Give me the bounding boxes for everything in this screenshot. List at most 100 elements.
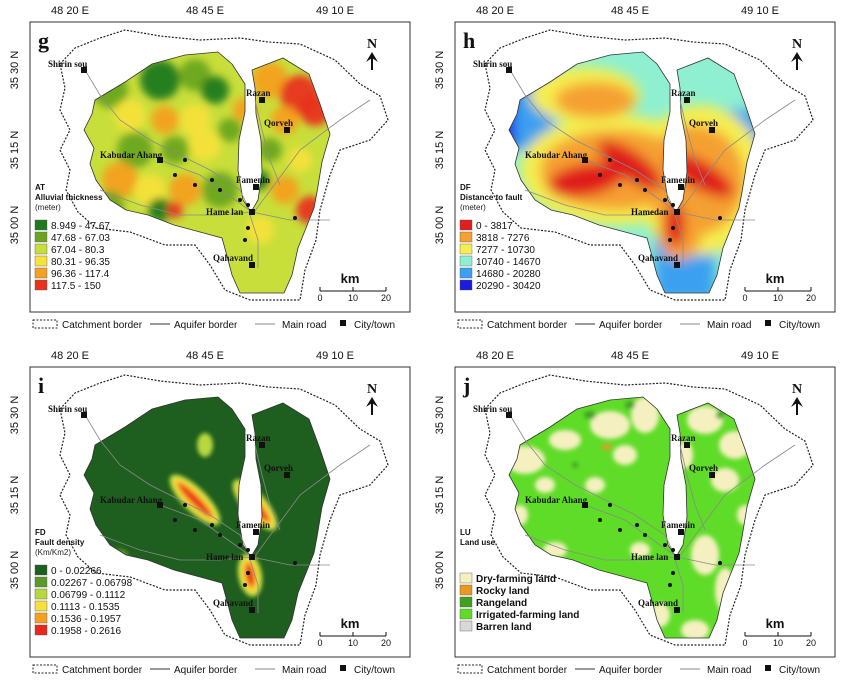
scale-unit: km	[766, 271, 785, 286]
city-marker	[284, 127, 290, 133]
city-key-label: City/town	[354, 320, 395, 331]
legend-label: Barren land	[476, 622, 532, 633]
thickness-zone	[102, 162, 138, 198]
legend-swatch	[34, 624, 48, 636]
main-road	[674, 214, 684, 268]
latitude-label: 35 30 N	[9, 51, 21, 90]
legend-label: 7277 - 10730	[476, 245, 535, 256]
city-marker	[157, 502, 163, 508]
legend-code: FD	[35, 528, 46, 537]
city-key	[340, 320, 346, 326]
scale-bar: km 0 10 20	[317, 271, 391, 303]
city-key-label: City/town	[779, 320, 820, 331]
city-label: Hame lan	[206, 207, 243, 217]
thickness-zone	[271, 176, 299, 204]
thickness-zone	[271, 106, 299, 134]
city-label: Qorveh	[689, 463, 718, 473]
longitude-label: 48 20 E	[476, 350, 514, 362]
city-label: Famenin	[661, 175, 695, 185]
aquifer-border	[83, 51, 331, 294]
longitude-label: 48 45 E	[186, 5, 224, 17]
city-marker	[284, 472, 290, 478]
city-label: Shirin sou	[473, 404, 512, 414]
city-label: Razan	[671, 433, 696, 443]
distance-zone	[547, 162, 623, 198]
sample-point	[193, 183, 197, 187]
sample-point	[243, 583, 247, 587]
rangeland-patch	[572, 462, 578, 468]
rocky-patch	[602, 444, 612, 450]
city-marker	[674, 209, 680, 215]
city-marker	[506, 412, 512, 418]
sample-point	[183, 503, 187, 507]
city-marker	[249, 209, 255, 215]
density-zone	[246, 565, 254, 585]
north-label: N	[367, 37, 377, 52]
north-label: N	[367, 382, 377, 397]
legend-swatch	[34, 600, 48, 612]
sample-point	[671, 226, 675, 230]
city-marker	[684, 97, 690, 103]
dryfarm-patch	[687, 406, 723, 434]
sample-point	[663, 543, 667, 547]
scale-unit: km	[766, 616, 785, 631]
legend-label: 47.68 - 67.03	[51, 233, 110, 244]
city-marker	[253, 184, 259, 190]
legend-code: DF	[460, 183, 471, 192]
city-label: Qorveh	[689, 118, 718, 128]
scale-tick-label: 0	[742, 638, 747, 648]
city-label: Shirin sou	[48, 404, 87, 414]
sample-point	[598, 518, 602, 522]
legend-label: Dry-farming land	[476, 574, 556, 585]
longitude-label: 48 45 E	[611, 5, 649, 17]
city-label: Qorveh	[264, 463, 293, 473]
main-road	[249, 214, 259, 268]
sample-point	[618, 528, 622, 532]
city-label: Kabudar Ahang	[100, 150, 163, 160]
sample-point	[293, 561, 297, 565]
legend-title: Land use	[460, 538, 496, 547]
aquifer-key-label: Aquifer border	[174, 665, 238, 676]
sample-point	[635, 523, 639, 527]
road-key-label: Main road	[282, 320, 326, 331]
legend-swatch	[34, 243, 48, 255]
aquifer-border	[508, 51, 756, 294]
main-road	[676, 99, 796, 216]
city-label: Qahavand	[638, 253, 678, 263]
city-marker	[259, 442, 265, 448]
legend-swatch	[459, 596, 473, 608]
sample-point	[668, 583, 672, 587]
sample-point	[218, 188, 222, 192]
sample-point	[246, 226, 250, 230]
latitude-label: 35 00 N	[9, 206, 21, 245]
scale-tick-label: 0	[742, 293, 747, 303]
thickness-zone	[258, 138, 282, 162]
scale-tick-label: 20	[381, 638, 391, 648]
city-marker	[678, 184, 684, 190]
thickness-zone	[134, 174, 166, 206]
sample-point	[718, 561, 722, 565]
north-arrow: N	[366, 37, 378, 70]
north-arrow: N	[791, 37, 803, 70]
scale-tick-label: 10	[773, 293, 783, 303]
legend-label: 0.02267 - 0.06798	[51, 578, 133, 589]
city-marker	[678, 529, 684, 535]
city-label: Kabudar Ahang	[525, 495, 588, 505]
legend-swatch	[459, 279, 473, 291]
dryfarm-patch	[585, 477, 605, 493]
city-marker	[709, 127, 715, 133]
legend-swatch	[34, 219, 48, 231]
catchment-key-label: Catchment border	[62, 320, 143, 331]
scale-tick-label: 20	[806, 638, 816, 648]
sample-point	[718, 216, 722, 220]
legend-swatch	[459, 255, 473, 267]
main-road	[524, 189, 678, 216]
city-marker	[709, 472, 715, 478]
sample-point	[246, 571, 250, 575]
north-arrow-head	[366, 397, 378, 407]
city-label: Kabudar Ahang	[100, 495, 163, 505]
city-marker	[253, 529, 259, 535]
panel-letter: j	[462, 373, 470, 398]
dryfarm-patch	[631, 397, 659, 433]
